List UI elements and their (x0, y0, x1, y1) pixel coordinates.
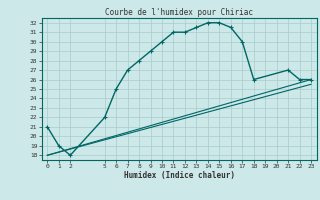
Title: Courbe de l'humidex pour Chiriac: Courbe de l'humidex pour Chiriac (105, 8, 253, 17)
X-axis label: Humidex (Indice chaleur): Humidex (Indice chaleur) (124, 171, 235, 180)
